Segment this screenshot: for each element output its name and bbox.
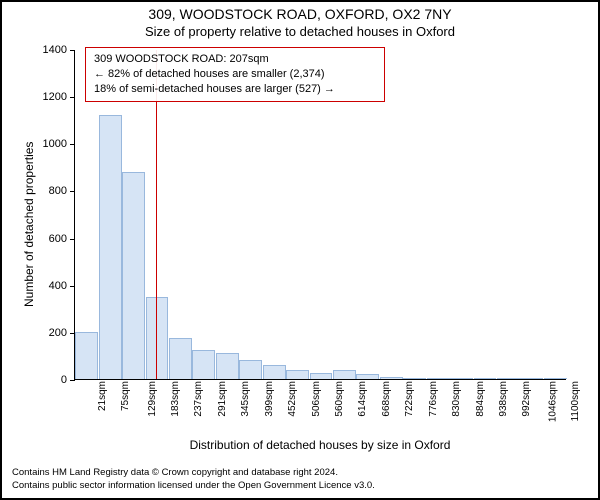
- histogram-bar: [333, 370, 356, 379]
- y-tick-label: 1000: [43, 138, 75, 150]
- footer-line-2: Contains public sector information licen…: [12, 480, 375, 492]
- x-tick-label: 938sqm: [498, 381, 509, 417]
- x-tick-label: 992sqm: [521, 381, 532, 417]
- x-tick-label: 1046sqm: [547, 381, 558, 422]
- histogram-bar: [310, 373, 333, 379]
- x-axis-label: Distribution of detached houses by size …: [74, 438, 566, 452]
- x-tick-label: 75sqm: [120, 381, 131, 411]
- y-tick-label: 1200: [43, 91, 75, 103]
- histogram-bar: [497, 378, 520, 379]
- histogram-bar: [99, 115, 122, 379]
- x-tick-label: 1100sqm: [570, 381, 581, 421]
- callout-box: 309 WOODSTOCK ROAD: 207sqm ← 82% of deta…: [85, 47, 385, 102]
- x-tick-label: 506sqm: [310, 381, 321, 417]
- y-tick-label: 1400: [43, 44, 75, 56]
- histogram-bar: [192, 350, 215, 379]
- histogram-bar: [380, 377, 403, 379]
- x-tick-label: 291sqm: [217, 381, 228, 417]
- y-axis-label: Number of detached properties: [22, 142, 36, 307]
- histogram-bar: [403, 378, 426, 379]
- x-tick-label: 345sqm: [240, 381, 251, 417]
- y-tick-label: 200: [49, 327, 75, 339]
- callout-line-2: ← 82% of detached houses are smaller (2,…: [94, 67, 376, 82]
- x-tick-label: 776sqm: [427, 381, 438, 417]
- x-tick-label: 614sqm: [357, 381, 368, 417]
- histogram-bar: [544, 378, 567, 379]
- histogram-bar: [122, 172, 145, 379]
- callout-line-3: 18% of semi-detached houses are larger (…: [94, 82, 376, 97]
- histogram-bar: [427, 378, 450, 379]
- histogram-bar: [239, 360, 262, 379]
- histogram-bar: [520, 378, 543, 379]
- x-tick-label: 884sqm: [474, 381, 485, 417]
- x-tick-label: 21sqm: [97, 381, 108, 411]
- x-tick-label: 183sqm: [170, 381, 181, 417]
- x-tick-label: 399sqm: [263, 381, 274, 417]
- footer-attribution: Contains HM Land Registry data © Crown c…: [12, 467, 375, 492]
- footer-line-1: Contains HM Land Registry data © Crown c…: [12, 467, 375, 479]
- histogram-bar: [450, 378, 473, 379]
- y-tick-label: 400: [49, 280, 75, 292]
- x-tick-label: 452sqm: [287, 381, 298, 417]
- x-tick-label: 830sqm: [451, 381, 462, 417]
- callout-line-1: 309 WOODSTOCK ROAD: 207sqm: [94, 52, 376, 67]
- y-tick-label: 0: [61, 374, 75, 386]
- x-tick-label: 722sqm: [404, 381, 415, 417]
- chart-title-sub: Size of property relative to detached ho…: [0, 24, 600, 39]
- y-tick-label: 600: [49, 233, 75, 245]
- histogram-bar: [169, 338, 192, 379]
- chart-title-main: 309, WOODSTOCK ROAD, OXFORD, OX2 7NY: [0, 6, 600, 22]
- x-tick-label: 560sqm: [334, 381, 345, 417]
- x-tick-label: 668sqm: [381, 381, 392, 417]
- histogram-bar: [75, 332, 98, 379]
- y-tick-label: 800: [49, 185, 75, 197]
- x-tick-label: 237sqm: [193, 381, 204, 417]
- histogram-bar: [146, 297, 169, 380]
- histogram-bar: [216, 353, 239, 379]
- histogram-bar: [286, 370, 309, 379]
- histogram-bar: [263, 365, 286, 379]
- histogram-bar: [356, 374, 379, 379]
- x-tick-label: 129sqm: [146, 381, 157, 417]
- histogram-bar: [474, 378, 497, 379]
